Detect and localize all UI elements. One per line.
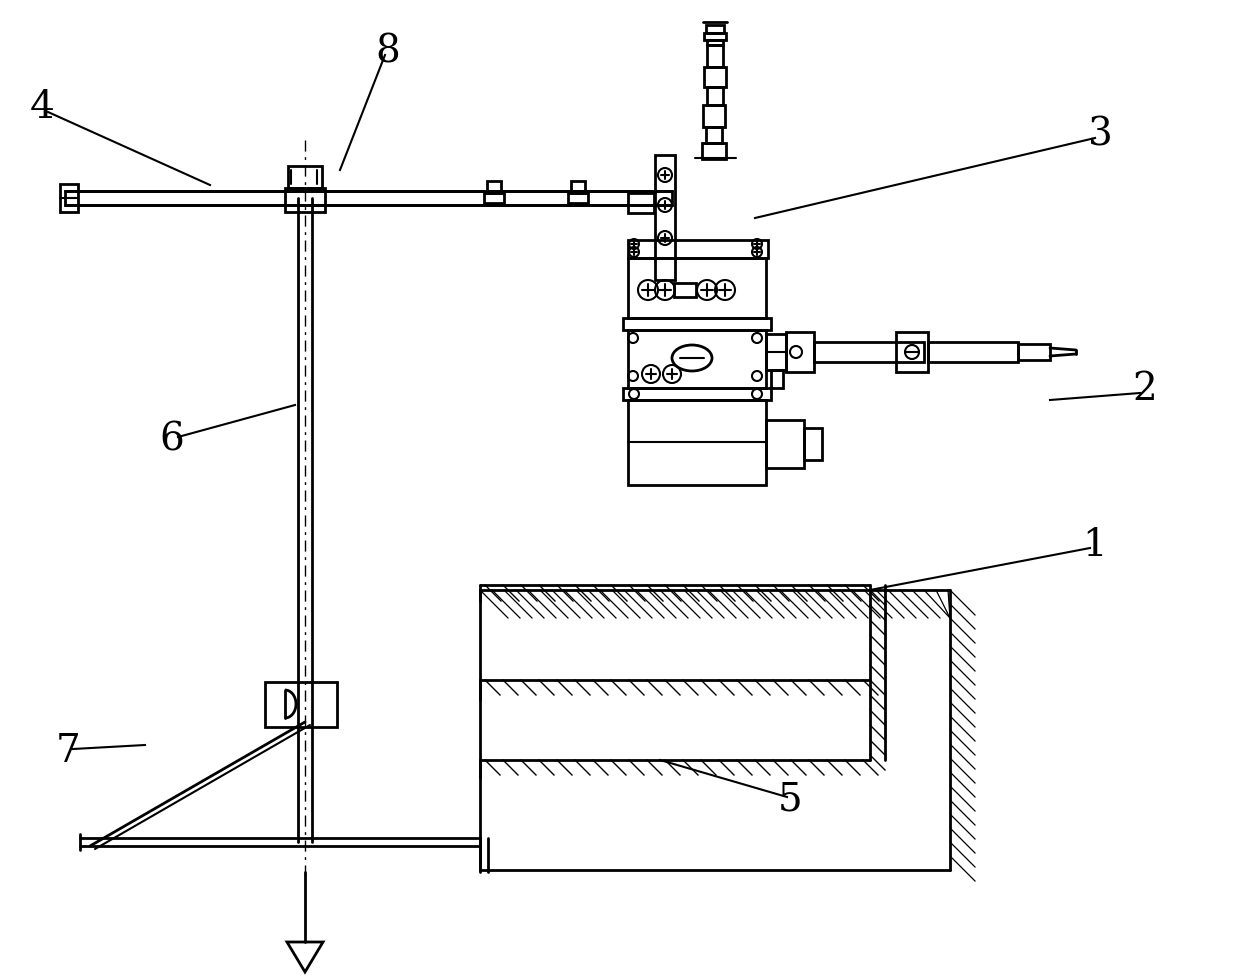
Text: 2: 2 (1132, 371, 1157, 408)
Bar (627, 240, 768, 258)
Bar (704, 67, 725, 87)
Text: 1: 1 (1083, 527, 1107, 564)
Text: 4: 4 (30, 90, 55, 126)
Bar (568, 193, 588, 203)
Text: 6: 6 (160, 421, 185, 458)
Bar (655, 155, 675, 280)
Text: 7: 7 (56, 734, 81, 771)
Bar (622, 318, 771, 330)
Bar (703, 105, 725, 127)
Bar (706, 25, 724, 33)
Bar (704, 33, 725, 40)
Bar (64, 191, 672, 205)
Bar (1018, 344, 1050, 360)
Bar (706, 127, 722, 143)
Bar (627, 193, 653, 213)
Bar (675, 283, 696, 297)
Bar (786, 332, 813, 372)
Bar (487, 181, 501, 193)
Bar (60, 184, 78, 212)
Bar (627, 400, 766, 485)
Bar (627, 330, 766, 388)
Bar (570, 181, 585, 193)
Bar (622, 388, 771, 400)
Bar (897, 332, 928, 372)
Bar (288, 166, 322, 188)
Bar (702, 143, 725, 159)
Bar (484, 193, 503, 203)
Bar (627, 258, 766, 318)
Bar (707, 45, 723, 67)
Bar (707, 40, 723, 45)
Bar (928, 342, 1018, 362)
Bar (766, 420, 804, 468)
Text: 8: 8 (376, 33, 401, 70)
Bar (707, 87, 723, 105)
Bar (813, 342, 924, 362)
Bar (265, 682, 337, 727)
Bar (804, 428, 822, 460)
Text: 3: 3 (1087, 116, 1112, 153)
Bar (285, 188, 325, 212)
Bar (766, 334, 786, 370)
Bar (771, 370, 782, 388)
Text: 5: 5 (777, 782, 802, 819)
